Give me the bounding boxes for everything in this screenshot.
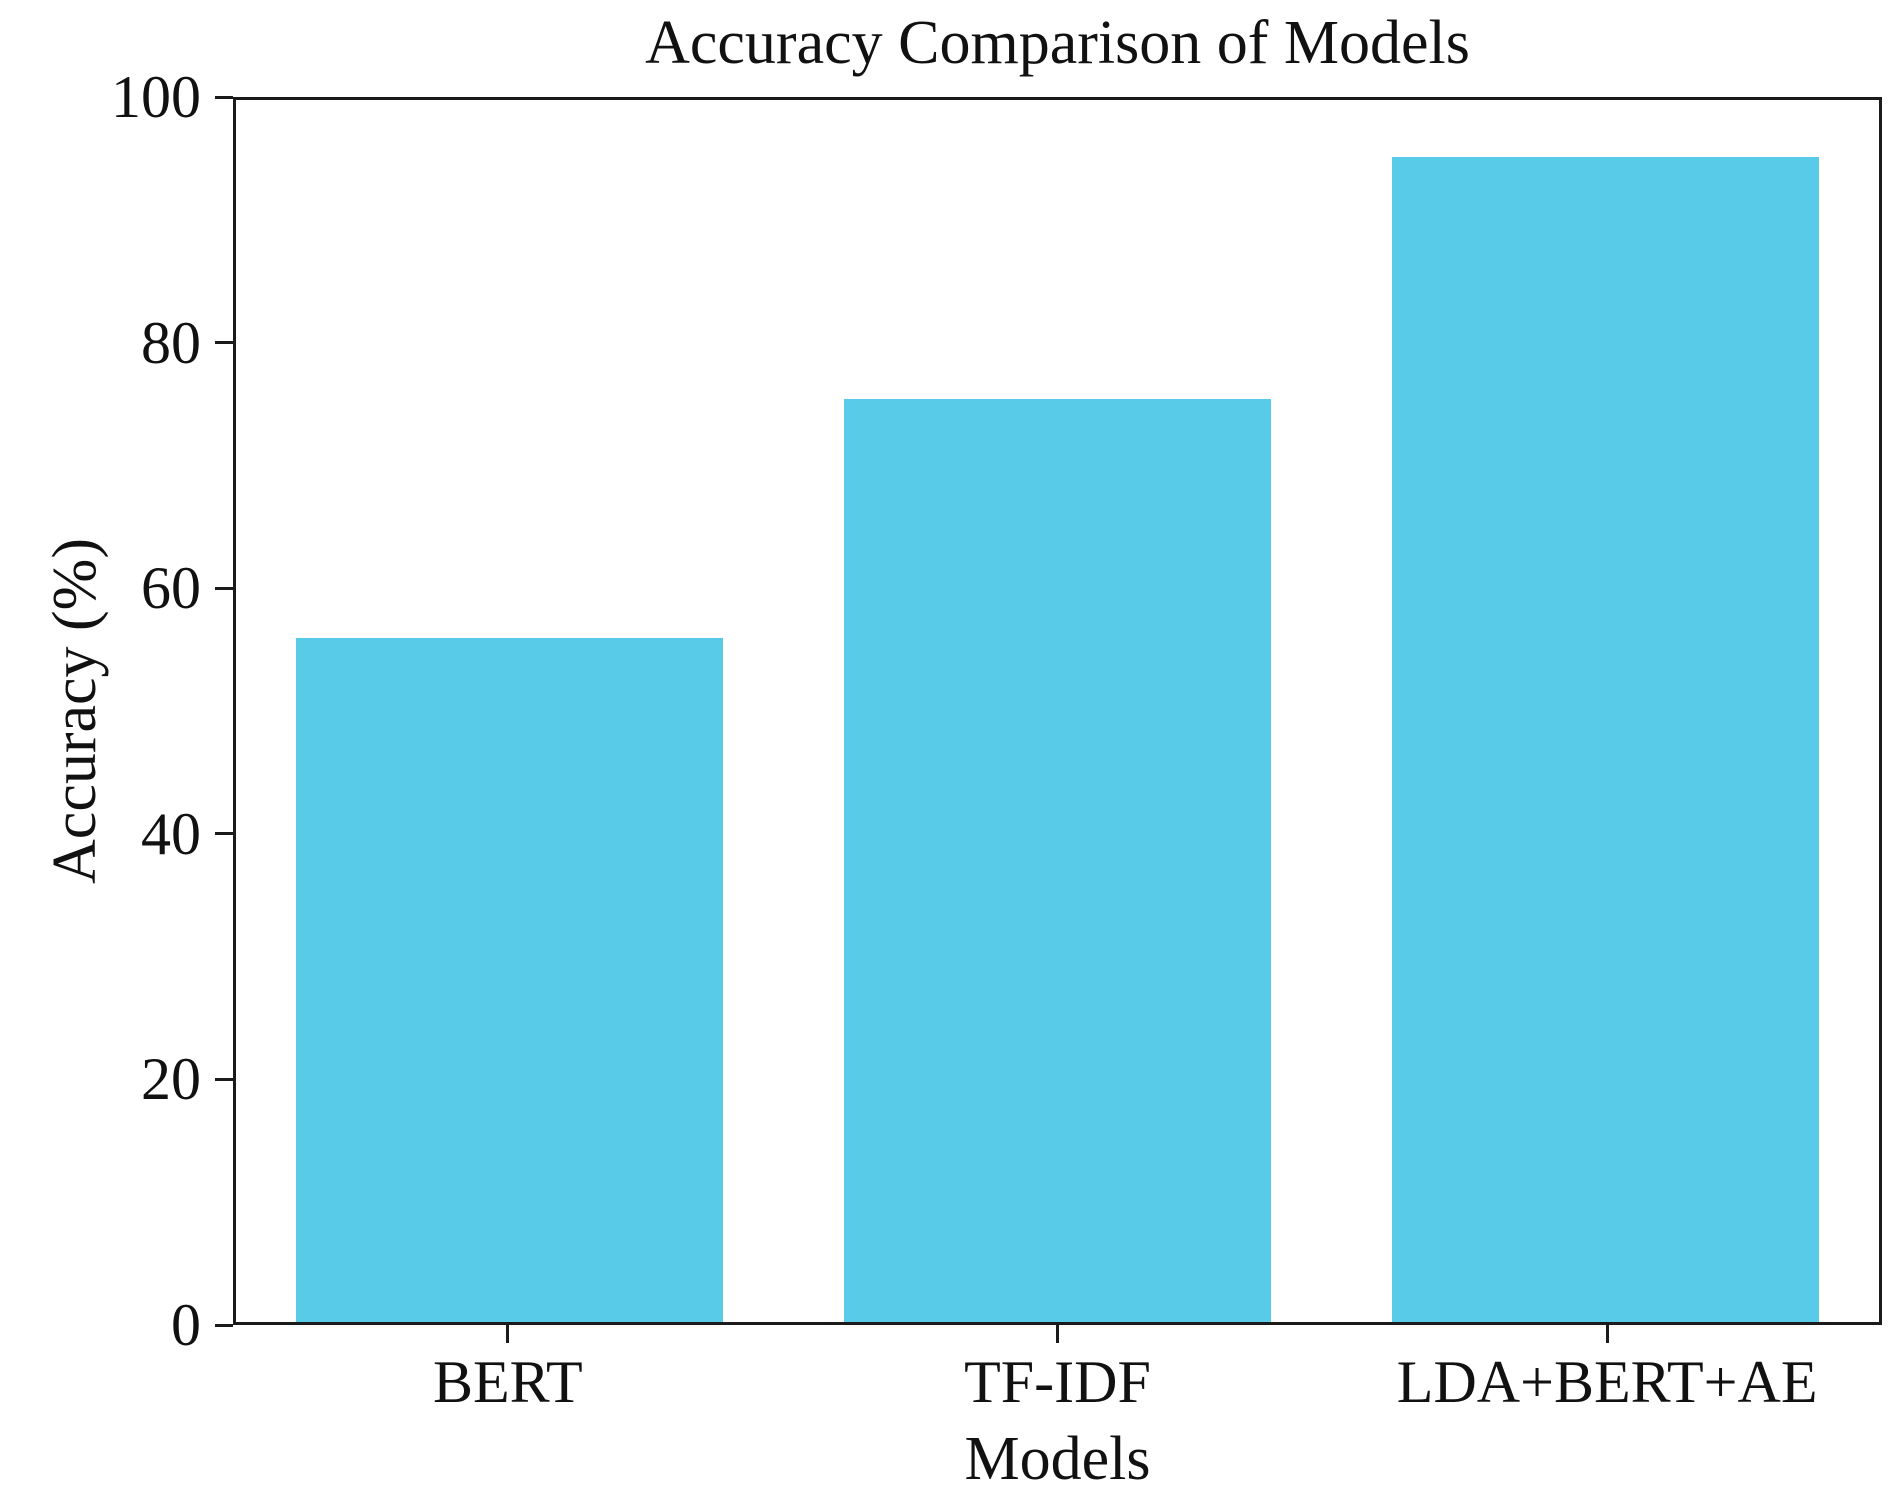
- bar-lda-bert-ae: [1391, 157, 1819, 1322]
- plot-area: [233, 97, 1882, 1325]
- x-tick-label-lda-bert-ae: LDA+BERT+AE: [1396, 1349, 1818, 1415]
- bar-tf-idf: [843, 399, 1272, 1322]
- chart-title: Accuracy Comparison of Models: [645, 9, 1470, 77]
- y-tick-label: 60: [141, 555, 201, 622]
- x-tick-label-bert: BERT: [432, 1349, 583, 1415]
- y-tick-mark: [215, 1323, 233, 1327]
- x-tick-mark: [1056, 1325, 1059, 1343]
- y-tick-mark: [215, 832, 233, 836]
- y-tick-label: 0: [171, 1292, 201, 1358]
- x-axis-label: Models: [964, 1425, 1151, 1493]
- y-tick-mark: [215, 1077, 233, 1081]
- x-tick-label-tf-idf: TF-IDF: [964, 1349, 1151, 1415]
- y-tick-mark: [215, 586, 233, 590]
- bar-bert: [296, 637, 724, 1322]
- x-tick-mark: [506, 1325, 510, 1343]
- x-tick-mark: [1605, 1325, 1609, 1343]
- y-tick-label: 40: [141, 800, 201, 867]
- y-tick-mark: [215, 341, 233, 345]
- y-tick-mark: [215, 95, 233, 99]
- y-tick-label: 80: [141, 309, 201, 376]
- y-tick-label: 20: [141, 1046, 201, 1113]
- y-tick-label: 100: [111, 64, 201, 130]
